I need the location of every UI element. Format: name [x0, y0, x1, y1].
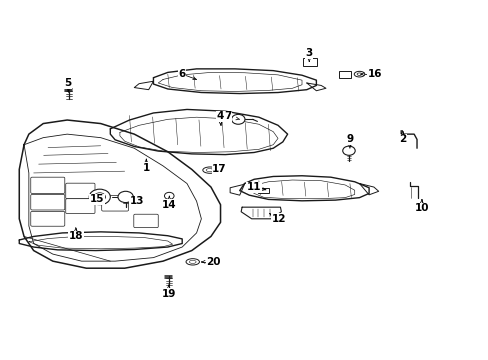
Circle shape [342, 146, 354, 155]
FancyBboxPatch shape [65, 183, 95, 199]
Ellipse shape [185, 259, 199, 265]
Text: 2: 2 [398, 134, 406, 144]
Polygon shape [110, 109, 287, 154]
Text: 7: 7 [224, 112, 231, 121]
Text: 9: 9 [346, 134, 353, 144]
Polygon shape [153, 69, 316, 94]
Circle shape [89, 189, 110, 205]
Text: 4: 4 [216, 112, 224, 121]
Circle shape [118, 191, 133, 203]
Text: 14: 14 [162, 200, 176, 210]
Polygon shape [239, 176, 368, 201]
Text: 8: 8 [279, 214, 286, 224]
Text: 20: 20 [205, 257, 220, 267]
Polygon shape [19, 232, 182, 251]
FancyBboxPatch shape [31, 194, 64, 210]
Text: 6: 6 [178, 69, 185, 79]
FancyBboxPatch shape [102, 195, 128, 211]
Circle shape [231, 114, 244, 124]
Text: 19: 19 [161, 289, 176, 298]
Text: 3: 3 [305, 48, 312, 58]
FancyBboxPatch shape [65, 199, 95, 213]
Polygon shape [19, 120, 220, 268]
FancyBboxPatch shape [338, 71, 351, 78]
Text: 16: 16 [367, 69, 381, 79]
Polygon shape [241, 207, 281, 219]
Text: 18: 18 [68, 231, 83, 242]
Text: 10: 10 [414, 203, 428, 213]
Text: 13: 13 [129, 196, 143, 206]
Circle shape [164, 192, 174, 199]
Text: 11: 11 [246, 182, 261, 192]
Text: 5: 5 [64, 78, 72, 88]
Text: 1: 1 [142, 163, 150, 173]
FancyBboxPatch shape [31, 211, 64, 226]
Text: 15: 15 [89, 194, 104, 204]
FancyBboxPatch shape [31, 177, 64, 193]
Ellipse shape [353, 71, 364, 77]
FancyBboxPatch shape [134, 214, 158, 228]
FancyBboxPatch shape [257, 188, 269, 193]
Ellipse shape [203, 167, 217, 173]
Text: 17: 17 [212, 165, 226, 174]
Text: 12: 12 [271, 214, 285, 224]
FancyBboxPatch shape [303, 58, 317, 66]
